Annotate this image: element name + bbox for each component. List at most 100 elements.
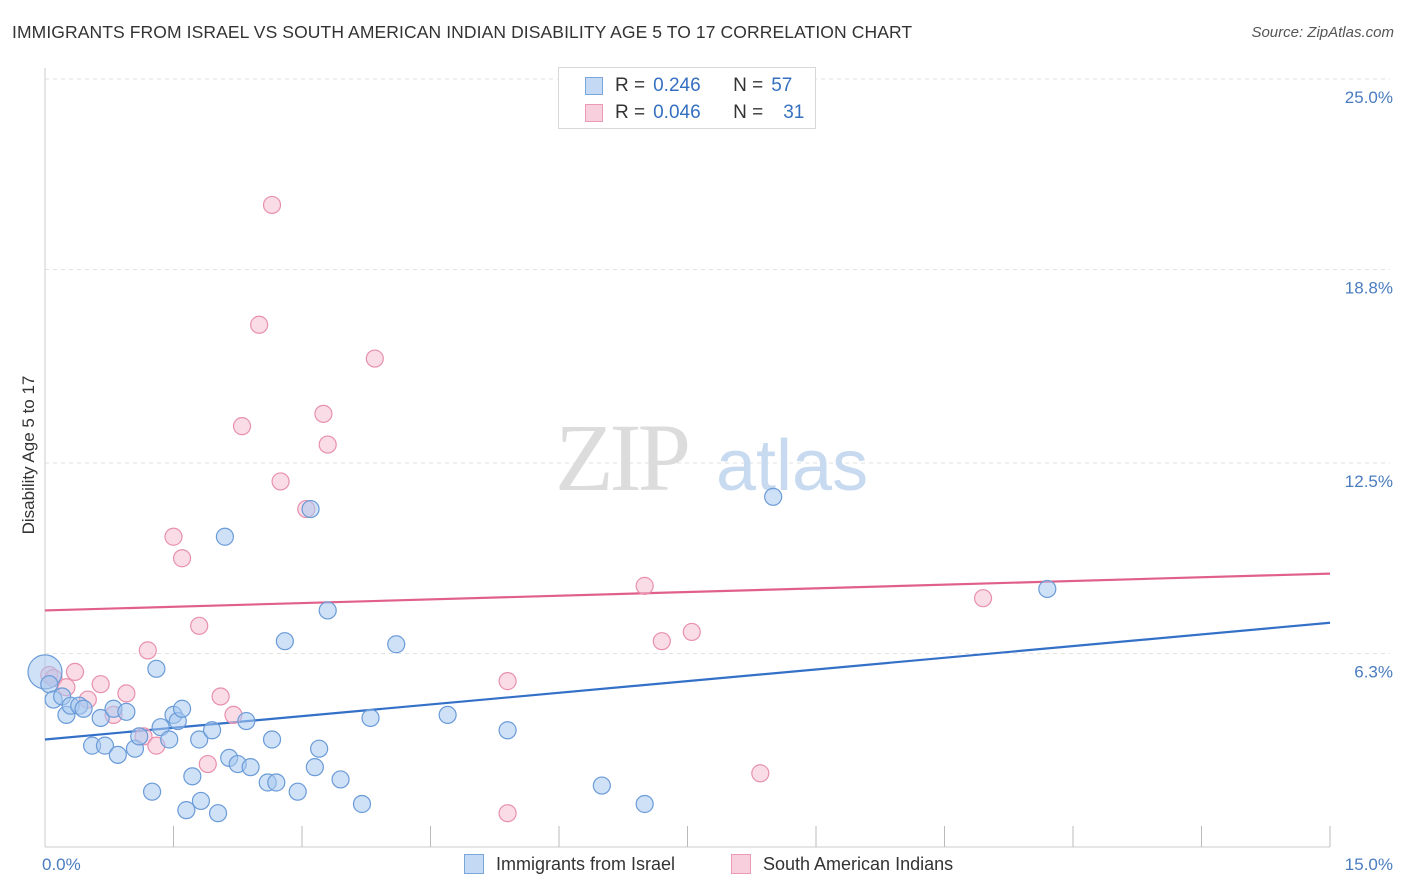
point-israel [387, 635, 406, 654]
point-israel [95, 736, 115, 755]
point-israel [318, 601, 337, 620]
point-israel [310, 739, 329, 758]
legend-n-label: N = [733, 75, 764, 96]
point-south-american-indians [314, 404, 333, 423]
correlation-legend: R = 0.246 N = 57 R = 0.046 N = 31 [558, 67, 816, 129]
legend-r-value: 0.246 [653, 75, 701, 96]
legend-r-label: R = [615, 75, 646, 96]
chart-title: IMMIGRANTS FROM ISRAEL VS SOUTH AMERICAN… [12, 22, 913, 42]
point-israel [74, 699, 93, 718]
point-south-american-indians [652, 632, 671, 651]
point-south-american-indians [138, 641, 157, 660]
point-south-american-indians [91, 675, 110, 694]
legend-swatch-pink [585, 104, 603, 122]
point-israel [498, 721, 517, 740]
point-israel [142, 782, 162, 801]
legend-n-value: 57 [771, 75, 793, 96]
point-israel [361, 708, 380, 728]
point-israel [91, 708, 110, 728]
gridlines [45, 78, 1390, 654]
legend-n-value: 31 [783, 102, 805, 123]
point-israel [177, 801, 196, 820]
zipatlas-watermark: ZIP atlas [555, 404, 868, 511]
x-tick-label: 0.0% [42, 855, 81, 874]
trend-lines [44, 572, 1331, 741]
trend-line-south-american-indians [44, 572, 1331, 612]
point-israel [215, 527, 234, 546]
point-south-american-indians [211, 687, 230, 706]
point-israel [40, 675, 59, 694]
point-israel [202, 721, 222, 740]
legend-swatch-blue [464, 854, 484, 874]
trend-line-israel [44, 621, 1331, 741]
source-credit: Source: ZipAtlas.com [1251, 24, 1394, 41]
point-south-american-indians [262, 195, 282, 215]
watermark-atlas: atlas [716, 426, 868, 506]
legend-label: Immigrants from Israel [496, 853, 676, 874]
legend-item-israel[interactable]: Immigrants from Israel [464, 852, 675, 876]
point-south-american-indians [190, 616, 209, 635]
point-south-american-indians [198, 754, 217, 774]
point-south-american-indians [365, 349, 384, 368]
point-south-american-indians [498, 672, 517, 691]
point-israel [352, 794, 372, 814]
data-points [27, 195, 1057, 823]
legend-row-south-american-indians: R = 0.046 N = 31 [585, 100, 804, 126]
point-south-american-indians [973, 589, 993, 608]
point-israel [147, 659, 166, 678]
legend-n-label: N = [733, 102, 764, 123]
point-israel [764, 487, 783, 506]
point-israel [160, 730, 179, 749]
y-tick-label: 25.0% [1345, 88, 1393, 107]
point-israel [305, 758, 324, 777]
point-israel [108, 745, 127, 764]
point-south-american-indians [172, 549, 192, 568]
legend-swatch-pink [731, 854, 751, 874]
point-israel [183, 767, 202, 786]
point-israel [1038, 579, 1057, 599]
point-south-american-indians [682, 622, 701, 642]
point-israel [191, 791, 211, 811]
y-axis-label: Disability Age 5 to 17 [19, 376, 38, 535]
point-israel [438, 705, 457, 725]
legend-row-israel: R = 0.246 N = 57 [585, 73, 792, 99]
point-israel [208, 804, 228, 823]
point-south-american-indians [232, 417, 252, 436]
point-south-american-indians [271, 472, 290, 491]
point-israel [275, 632, 294, 651]
point-israel [130, 727, 149, 746]
point-south-american-indians [751, 764, 770, 783]
point-south-american-indians [498, 804, 517, 823]
series-legend: Immigrants from Israel South American In… [0, 852, 1406, 878]
point-israel [301, 499, 320, 519]
y-tick-label: 6.3% [1354, 662, 1393, 681]
watermark-zip: ZIP [555, 404, 688, 511]
axes [44, 68, 1331, 848]
point-israel [190, 730, 209, 749]
x-tick-label: 15.0% [1345, 855, 1393, 874]
point-south-american-indians [250, 315, 269, 334]
point-south-american-indians [117, 684, 136, 703]
point-israel [635, 794, 654, 814]
point-israel [237, 711, 256, 731]
point-israel [331, 770, 350, 789]
point-south-american-indians [164, 527, 183, 546]
legend-swatch-blue [585, 77, 603, 95]
x-tick-labels: 0.0% 15.0% [42, 855, 1393, 874]
legend-r-value: 0.046 [653, 102, 701, 123]
point-south-american-indians [65, 662, 85, 681]
point-israel [267, 773, 286, 792]
legend-r-label: R = [615, 102, 646, 123]
point-israel [592, 776, 611, 795]
y-tick-label: 18.8% [1345, 278, 1393, 297]
legend-item-south-american-indians[interactable]: South American Indians [731, 852, 953, 876]
legend-label: South American Indians [763, 853, 954, 874]
point-south-american-indians [635, 576, 654, 595]
y-tick-labels: 6.3% 12.5% 18.8% 25.0% [1345, 88, 1393, 681]
point-israel [151, 718, 170, 737]
y-tick-label: 12.5% [1345, 472, 1393, 491]
point-israel [241, 758, 260, 777]
point-israel [288, 782, 307, 801]
point-israel [117, 702, 136, 721]
